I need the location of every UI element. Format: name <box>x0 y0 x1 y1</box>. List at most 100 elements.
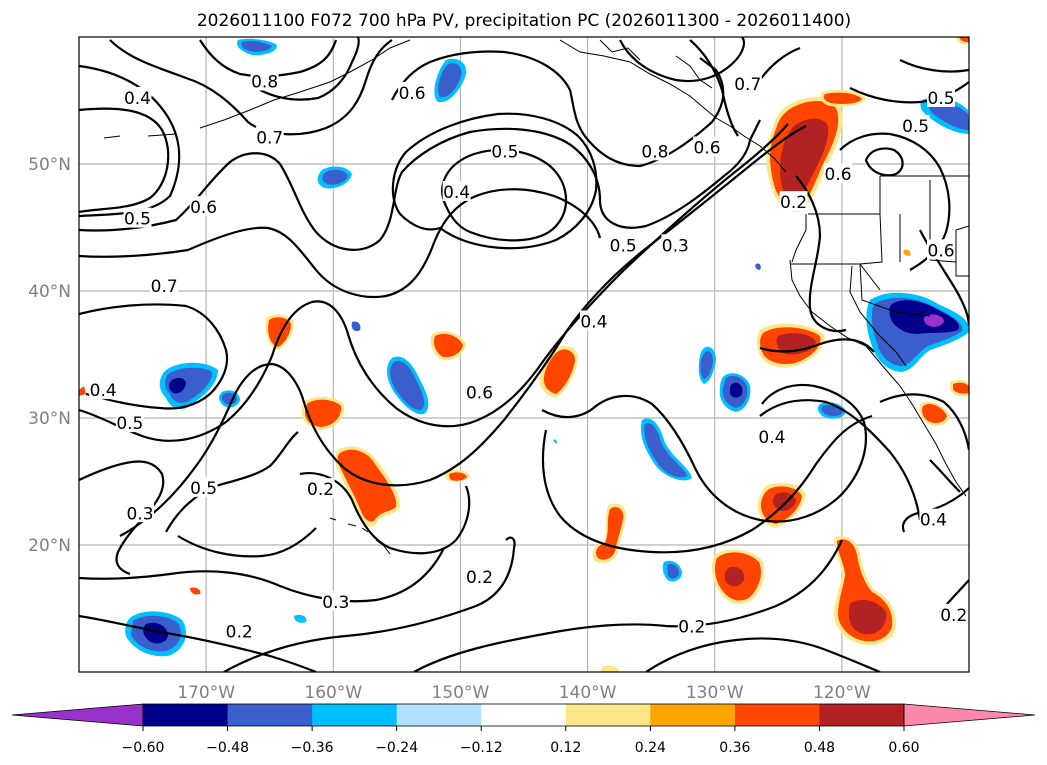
contour-label-bg <box>250 70 279 91</box>
coastline-alaska <box>559 39 787 173</box>
contour-label-bg <box>115 412 144 433</box>
pv-contour-line <box>619 37 745 83</box>
contour-label: 0.6 <box>928 241 955 261</box>
contour-label-bg <box>779 191 808 212</box>
colorbar: −0.60 −0.48 −0.36 −0.24 −0.12 0.12 0.24 0.36 0.4… <box>11 703 1036 756</box>
pv-contour-line <box>299 472 471 555</box>
contour-label-bg <box>255 126 284 147</box>
precip-region-neg <box>866 292 969 372</box>
precip-region-pos <box>903 249 911 256</box>
contour-label: 0.4 <box>758 428 785 448</box>
contour-label: 0.5 <box>491 142 518 162</box>
contour-label: 0.6 <box>466 384 493 404</box>
pv-contour-line <box>79 547 445 603</box>
colorbar-tick-label: −0.24 <box>375 740 418 756</box>
pv-contour-line <box>441 148 568 242</box>
contour-label-bg <box>757 426 786 447</box>
contour-label: 0.5 <box>190 479 217 499</box>
pv-contour-line <box>79 614 317 672</box>
precip-region-neg <box>294 614 307 623</box>
precip-region-neg <box>755 263 761 270</box>
precip-region-neg <box>159 362 218 410</box>
contour-label: 0.2 <box>466 568 493 588</box>
contour-label: 0.5 <box>610 236 637 256</box>
contour-label-bg <box>579 310 608 331</box>
contour-label-bg <box>693 136 722 157</box>
contour-label-bg <box>321 591 350 612</box>
colorbar-segment <box>143 704 229 726</box>
precip-region-neg <box>434 58 467 103</box>
precip-region-neg <box>351 321 361 332</box>
precip-region-neg <box>698 346 716 384</box>
precip-region-pos <box>820 90 866 107</box>
contour-label: 0.5 <box>928 89 955 109</box>
contour-label: 0.6 <box>694 138 721 158</box>
precip-region-pos <box>600 665 620 672</box>
pv-contour-line <box>849 81 969 104</box>
contour-label-bg <box>123 207 152 228</box>
precip-negative-regions <box>125 38 969 657</box>
x-axis-ticks: 170°W 160°W 150°W 140°W 130°W 120°W <box>177 683 871 703</box>
precip-region-neg <box>317 166 352 189</box>
contour-label-bg <box>927 86 956 107</box>
pv-contour-line <box>864 147 904 177</box>
pv-contour-line <box>541 414 873 554</box>
y-tick-label: 40°N <box>28 282 71 302</box>
colorbar-tick-label: 0.24 <box>635 740 666 756</box>
precip-region-neg <box>640 418 692 481</box>
pv-contour-line <box>79 119 761 251</box>
contour-label-bg <box>733 72 762 93</box>
colorbar-segment <box>734 704 820 726</box>
contour-label-bg <box>465 381 494 402</box>
coastline-aleutians <box>103 39 411 139</box>
pv-contour-line <box>259 37 360 101</box>
contour-label: 0.7 <box>256 128 283 148</box>
precip-positive-regions <box>79 37 969 672</box>
contour-label: 0.6 <box>190 198 217 218</box>
precip-region-neg <box>125 611 186 657</box>
y-axis-ticks: 20°N 30°N 40°N 50°N <box>28 155 71 556</box>
contour-label: 0.4 <box>443 183 470 203</box>
precip-region-pos <box>950 379 969 397</box>
colorbar-tick-label: −0.48 <box>206 740 249 756</box>
colorbar-segment <box>481 704 567 726</box>
colorbar-segment <box>565 704 651 726</box>
colorbar-tick-label: 0.60 <box>888 740 919 756</box>
x-tick-label: 140°W <box>559 683 617 703</box>
colorbar-tick-label: 0.12 <box>550 740 581 756</box>
contour-label-bg <box>398 81 427 102</box>
precip-region-pos <box>919 401 950 426</box>
y-tick-label: 50°N <box>28 155 71 175</box>
precip-region-pos <box>334 446 401 527</box>
precip-region-pos <box>712 549 765 605</box>
pv-contour-line <box>541 383 868 523</box>
colorbar-frame <box>142 703 905 727</box>
contour-label-bg <box>661 234 690 255</box>
contour-label-bg <box>465 565 494 586</box>
colorbar-segment <box>650 704 736 726</box>
pv-contour-line <box>165 431 299 533</box>
pv-contour-line <box>391 112 598 250</box>
boundary-state <box>899 180 969 277</box>
colorbar-tick-label: 0.48 <box>804 740 835 756</box>
map-frame <box>78 36 970 673</box>
pv-contour-line <box>759 399 922 521</box>
contour-label: 0.7 <box>151 277 178 297</box>
contour-label: 0.5 <box>902 117 929 137</box>
contour-label-bg <box>150 274 179 295</box>
coastline-hawaii <box>329 517 391 555</box>
colorbar-tick-label: −0.60 <box>122 740 165 756</box>
contour-label-bg <box>126 502 155 523</box>
pv-contour-line <box>759 46 801 81</box>
contour-label-bg <box>123 86 152 107</box>
pv-contour-line <box>177 527 317 558</box>
y-tick-label: 30°N <box>28 409 71 429</box>
pv-contour-line <box>645 637 881 672</box>
contour-label: 0.5 <box>124 210 151 230</box>
precip-region-pos <box>444 469 470 483</box>
precip-region-neg <box>719 373 751 412</box>
colorbar-tick-label: −0.12 <box>460 740 503 756</box>
contour-label: 0.3 <box>322 593 349 613</box>
contour-label-bg <box>824 163 853 184</box>
